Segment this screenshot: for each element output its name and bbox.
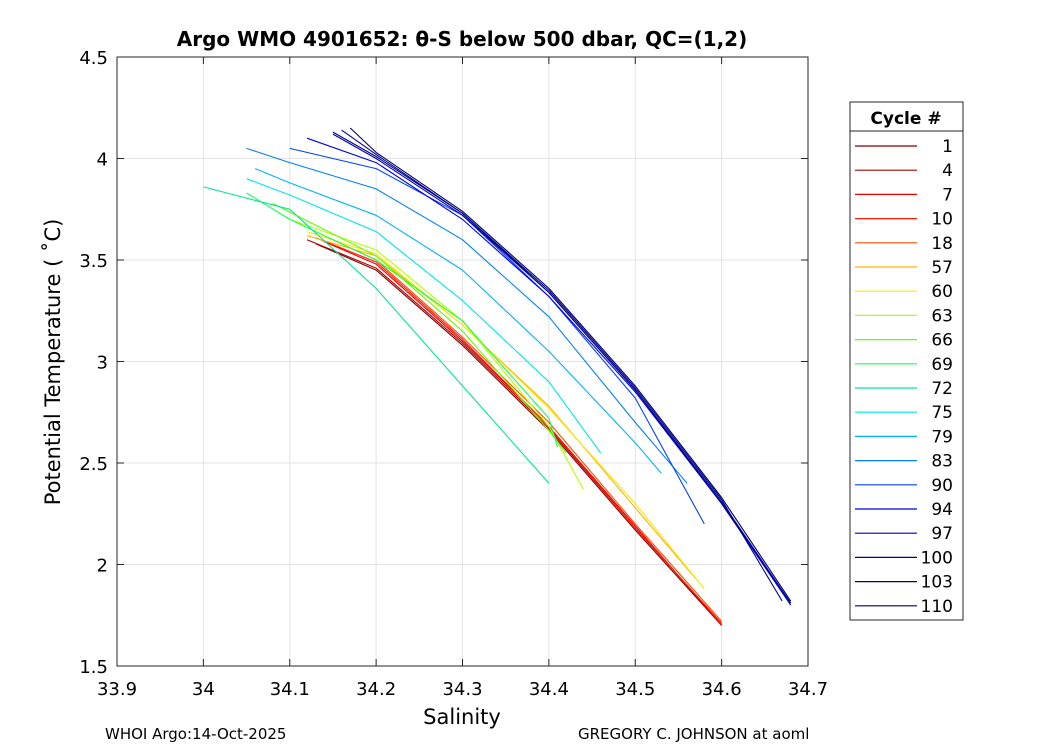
legend-label-cycle-94: 94 <box>931 500 953 520</box>
legend-label-cycle-90: 90 <box>931 476 953 496</box>
legend-label-cycle-4: 4 <box>942 161 953 181</box>
legend-label-cycle-60: 60 <box>931 282 953 302</box>
y-tick-label: 2.5 <box>79 454 108 475</box>
y-ticks: 1.5 2 2.5 3 3.5 4 4.5 <box>79 48 808 678</box>
series-line-cycle-100 <box>341 129 783 602</box>
legend-label-cycle-18: 18 <box>931 234 953 254</box>
x-ticks: 33.9 34 34.1 34.2 34.3 34.4 34.5 34.6 34.7 <box>97 57 828 700</box>
x-tick-label: 34.1 <box>270 679 310 700</box>
series-line-cycle-7 <box>324 241 723 626</box>
series-group <box>203 127 792 626</box>
legend-label-cycle-79: 79 <box>931 427 953 447</box>
y-tick-label: 3.5 <box>79 251 108 272</box>
legend-label-cycle-10: 10 <box>931 210 953 230</box>
series-line-cycle-103 <box>332 131 792 604</box>
legend-items: 1 4 7 10 18 57 60 63 66 69 72 75 79 83 90 94 97 100 103 110 <box>855 137 953 617</box>
x-tick-label: 34.6 <box>702 679 742 700</box>
legend-label-cycle-75: 75 <box>931 403 953 423</box>
legend-label-cycle-7: 7 <box>942 185 953 205</box>
series-line-cycle-72 <box>203 186 550 484</box>
series-line-cycle-83 <box>246 147 688 484</box>
legend-label-cycle-97: 97 <box>931 524 953 544</box>
series-line-cycle-110 <box>349 127 792 602</box>
x-tick-label: 34 <box>192 679 215 700</box>
series-line-cycle-4 <box>306 239 723 624</box>
x-axis-label: Salinity <box>423 705 501 729</box>
chart-title: Argo WMO 4901652: θ-S below 500 dbar, QC… <box>177 27 747 51</box>
series-line-cycle-69 <box>246 192 559 447</box>
legend-label-cycle-63: 63 <box>931 306 953 326</box>
series-line-cycle-66 <box>272 202 567 454</box>
x-tick-label: 34.3 <box>442 679 482 700</box>
footer-author-credit: GREGORY C. JOHNSON at aoml <box>578 725 810 743</box>
legend-label-cycle-57: 57 <box>931 258 953 278</box>
legend-label-cycle-1: 1 <box>942 137 953 157</box>
series-line-cycle-1 <box>315 243 723 626</box>
legend-label-cycle-103: 103 <box>921 573 953 593</box>
series-line-cycle-57 <box>306 235 697 580</box>
grid <box>116 56 809 667</box>
legend-label-cycle-66: 66 <box>931 331 953 351</box>
legend-label-cycle-110: 110 <box>921 597 953 617</box>
x-tick-label: 34.4 <box>529 679 569 700</box>
legend-label-cycle-83: 83 <box>931 452 953 472</box>
series-line-cycle-79 <box>254 168 662 474</box>
y-tick-label: 2 <box>97 556 108 577</box>
legend-label-cycle-100: 100 <box>921 548 953 568</box>
x-tick-label: 34.7 <box>788 679 828 700</box>
footer-date-credit: WHOI Argo:14-Oct-2025 <box>105 725 287 743</box>
legend-label-cycle-69: 69 <box>931 355 953 375</box>
legend: Cycle # 14710185760636669727579839094971… <box>849 101 964 621</box>
legend-label-cycle-72: 72 <box>931 379 953 399</box>
series-line-cycle-10 <box>315 237 723 624</box>
series-line-cycle-90 <box>289 147 705 525</box>
y-axis-label: Potential Temperature ( ˚C) <box>41 219 65 506</box>
y-tick-label: 3 <box>97 353 108 374</box>
legend-title: Cycle # <box>870 109 941 129</box>
x-tick-label: 34.2 <box>356 679 396 700</box>
x-tick-label: 33.9 <box>97 679 137 700</box>
y-tick-label: 1.5 <box>79 657 108 678</box>
x-tick-label: 34.5 <box>615 679 655 700</box>
y-tick-label: 4.5 <box>79 48 108 69</box>
series-line-cycle-75 <box>246 178 602 454</box>
y-tick-label: 4 <box>97 150 108 171</box>
